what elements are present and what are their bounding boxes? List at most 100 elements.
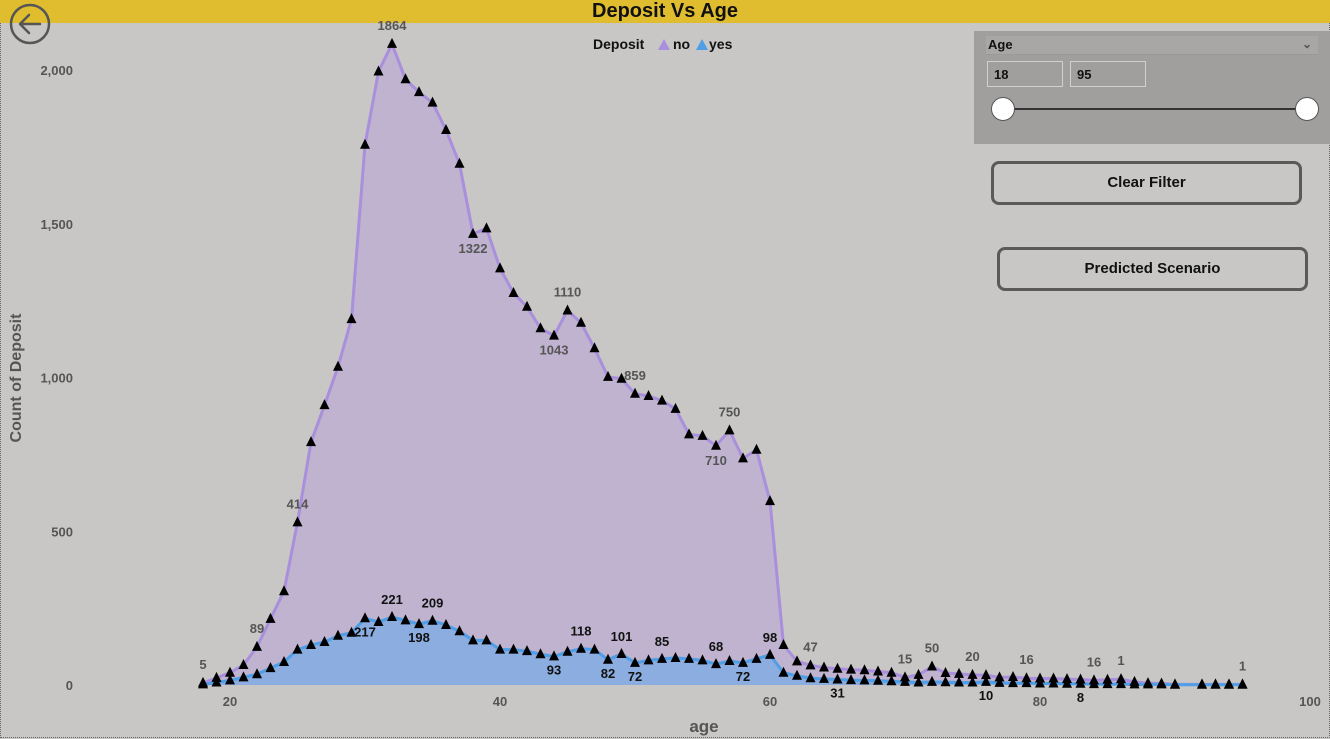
- data-label-yes: 85: [655, 634, 669, 649]
- data-point-yes: [940, 676, 951, 687]
- data-point-yes: [981, 675, 991, 686]
- title-bar: Deposit Vs Age: [0, 0, 1330, 23]
- data-label-yes: 93: [547, 662, 561, 677]
- data-label-yes: 10: [979, 688, 993, 703]
- max-age-input[interactable]: 95: [1070, 61, 1146, 87]
- data-point-yes: [1062, 677, 1072, 688]
- data-point-yes: [400, 614, 411, 625]
- data-label-yes: 118: [571, 624, 592, 639]
- data-point-yes: [589, 643, 600, 654]
- data-label-no: 710: [705, 453, 727, 468]
- data-point-no: [886, 666, 897, 677]
- data-point-yes: [603, 653, 613, 664]
- data-point-no: [994, 671, 1005, 682]
- data-point-no: [468, 227, 478, 238]
- series-area-no: [203, 43, 1243, 685]
- data-point-no: [873, 665, 883, 676]
- y-axis-title: Count of Deposit: [8, 313, 25, 443]
- data-label-no: 5: [199, 657, 206, 672]
- data-point-yes: [454, 625, 465, 636]
- data-label-no: 1864: [378, 18, 408, 33]
- data-point-no: [292, 516, 303, 527]
- data-label-yes: 68: [709, 639, 723, 654]
- x-tick-label: 20: [223, 694, 237, 709]
- data-point-yes: [927, 675, 937, 686]
- data-point-no: [238, 659, 249, 670]
- data-point-yes: [468, 634, 478, 645]
- data-point-no: [657, 394, 667, 405]
- data-point-no: [630, 387, 640, 398]
- data-point-yes: [1089, 678, 1099, 689]
- data-point-yes: [859, 674, 870, 685]
- slicer-header[interactable]: Age ⌄: [986, 36, 1318, 55]
- y-tick-label: 1,500: [40, 217, 73, 232]
- data-point-no: [913, 668, 924, 679]
- data-point-yes: [211, 676, 222, 687]
- data-label-yes: 98: [763, 630, 777, 645]
- data-point-yes: [994, 676, 1005, 687]
- data-point-no: [819, 661, 829, 672]
- data-point-no: [697, 429, 708, 440]
- data-point-yes: [954, 676, 964, 687]
- data-point-yes: [765, 648, 775, 659]
- data-point-no: [265, 612, 276, 623]
- data-point-yes: [630, 656, 640, 667]
- range-slider-min-handle[interactable]: [991, 97, 1015, 121]
- data-point-no: [751, 443, 762, 454]
- data-point-no: [319, 399, 330, 410]
- data-point-no: [427, 96, 438, 107]
- data-point-yes: [414, 618, 424, 629]
- data-point-yes: [481, 634, 492, 645]
- data-point-yes: [1224, 678, 1234, 689]
- range-slider-max-handle[interactable]: [1295, 97, 1319, 121]
- data-label-no: 16: [1019, 652, 1033, 667]
- data-point-yes: [643, 654, 654, 665]
- data-point-yes: [1129, 678, 1140, 689]
- data-point-yes: [508, 643, 519, 654]
- x-tick-label: 80: [1033, 694, 1047, 709]
- data-point-yes: [738, 656, 748, 667]
- data-point-yes: [616, 647, 627, 658]
- data-point-yes: [292, 643, 303, 654]
- back-arrow-icon[interactable]: [8, 2, 52, 46]
- data-point-no: [346, 313, 357, 324]
- data-label-yes: 209: [422, 596, 444, 611]
- data-point-yes: [522, 645, 532, 656]
- data-point-no: [400, 73, 411, 84]
- data-point-no: [981, 669, 991, 680]
- legend-marker-yes: [696, 39, 708, 50]
- data-point-no: [616, 372, 627, 383]
- data-point-yes: [900, 675, 910, 686]
- data-point-yes: [913, 676, 924, 687]
- data-point-no: [454, 157, 465, 168]
- data-label-no: 1110: [554, 284, 582, 299]
- data-point-no: [387, 37, 397, 48]
- data-label-no: 1: [1117, 653, 1124, 668]
- data-label-yes: 72: [736, 669, 750, 684]
- data-point-yes: [238, 671, 249, 682]
- data-label-yes: 101: [611, 629, 633, 644]
- data-label-no: 1322: [459, 241, 488, 256]
- data-point-no: [360, 138, 370, 149]
- data-point-no: [724, 424, 735, 435]
- clear-filter-button[interactable]: Clear Filter: [991, 161, 1302, 205]
- data-label-yes: 31: [830, 685, 844, 700]
- data-point-no: [495, 262, 505, 273]
- data-point-no: [414, 86, 424, 97]
- data-point-yes: [724, 655, 735, 666]
- chevron-down-icon[interactable]: ⌄: [1301, 37, 1312, 51]
- data-point-yes: [792, 669, 802, 680]
- predicted-scenario-button[interactable]: Predicted Scenario: [997, 247, 1308, 291]
- data-point-no: [805, 659, 816, 670]
- data-point-no: [481, 222, 492, 233]
- min-age-input[interactable]: 18: [987, 61, 1063, 87]
- data-label-no: 414: [287, 496, 309, 511]
- data-point-no: [670, 402, 681, 413]
- data-point-no: [373, 65, 384, 76]
- y-tick-label: 500: [51, 524, 73, 539]
- data-point-yes: [198, 678, 208, 689]
- data-point-yes: [427, 614, 438, 625]
- range-slider-track[interactable]: [1002, 108, 1308, 110]
- data-label-no: 50: [925, 641, 939, 656]
- data-point-no: [738, 452, 748, 463]
